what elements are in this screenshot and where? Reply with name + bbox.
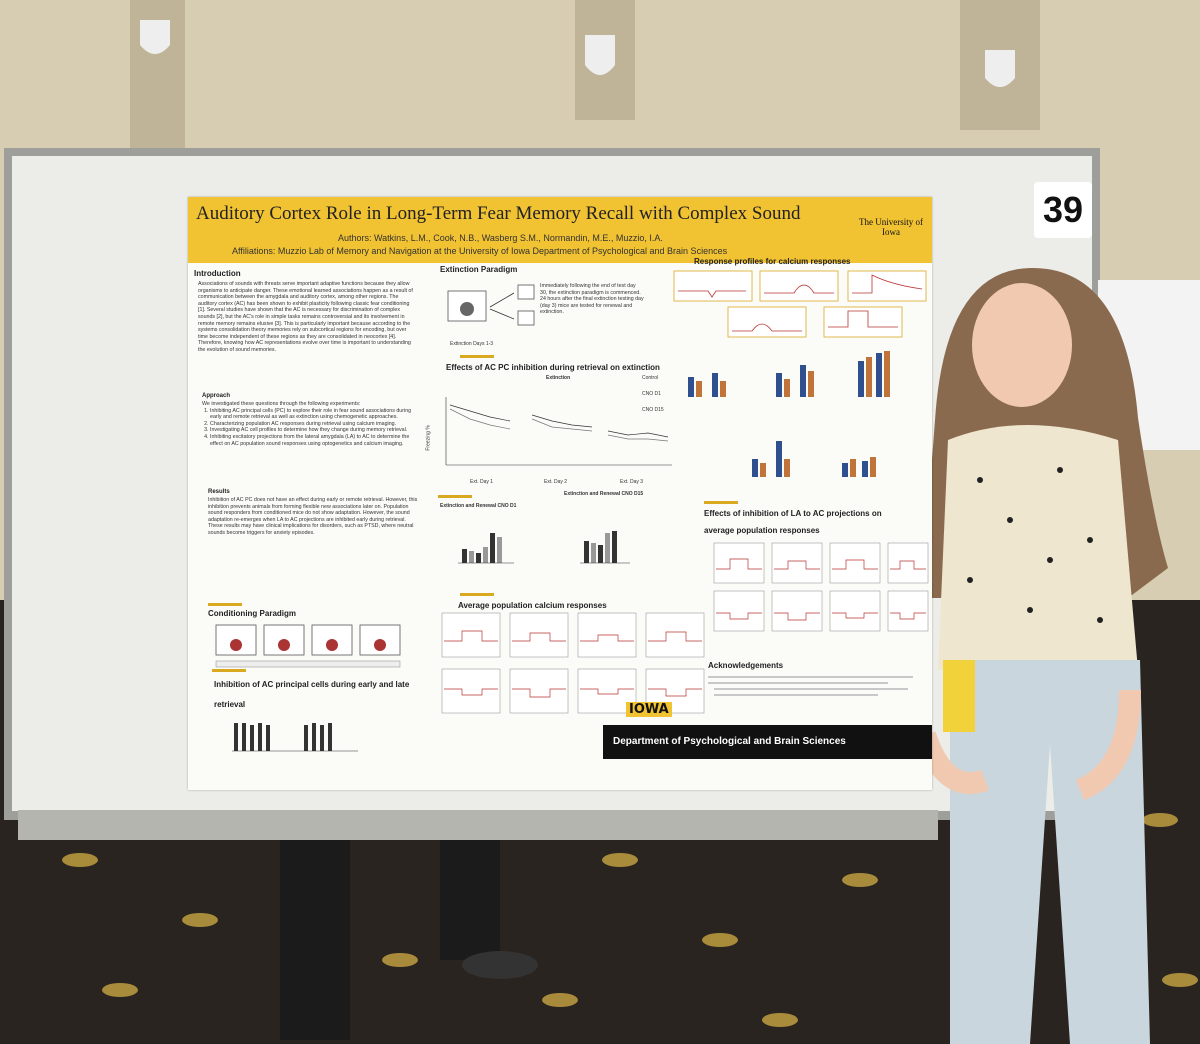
shield xyxy=(585,35,615,75)
la-traces xyxy=(713,542,929,632)
acknowledgement-lines xyxy=(708,676,913,696)
divider xyxy=(460,593,494,596)
badge xyxy=(943,660,975,732)
shoe xyxy=(462,951,538,979)
conditioning-figure xyxy=(215,624,401,668)
heading: Conditioning Paradigm xyxy=(208,609,296,618)
extinction-chart xyxy=(445,397,672,466)
heading: Effects of inhibition of LA to AC projec… xyxy=(704,509,882,535)
authors: Authors: Watkins, L.M., Cook, N.B., Wasb… xyxy=(338,233,663,243)
heading: Approach xyxy=(202,393,231,399)
list-item: Investigating AC cell profiles to determ… xyxy=(210,427,416,434)
divider xyxy=(212,669,246,672)
heading: Effects of AC PC inhibition during retri… xyxy=(446,363,660,372)
heading: Average population calcium responses xyxy=(458,601,607,610)
approach: We investigated these questions through … xyxy=(202,401,416,447)
chart-title: Extinction and Renewal CNO D1 xyxy=(440,503,517,509)
person-legs xyxy=(280,840,350,1040)
paragraph: Associations of sounds with threats serv… xyxy=(198,281,413,353)
footer: Department of Psychological and Brain Sc… xyxy=(603,725,932,759)
paragraph: Inhibition of AC PC does not have an eff… xyxy=(208,497,418,536)
y-axis-label: Freezing % xyxy=(425,425,432,451)
extinction-figure xyxy=(447,284,535,326)
heading: Results xyxy=(208,489,230,495)
legend-entry: Control xyxy=(642,375,659,381)
figure-label: Extinction Days 1-3 xyxy=(450,341,494,347)
title-banner xyxy=(188,197,932,263)
iowa-logo: IOWA xyxy=(626,702,672,717)
x-axis-label: Ext. Day 1 xyxy=(470,479,494,485)
board-number: 39 xyxy=(1034,182,1092,238)
response-profiles xyxy=(673,270,927,477)
list: Inhibiting AC principal cells (PC) to ex… xyxy=(202,408,416,448)
heading: Inhibition of AC principal cells during … xyxy=(214,680,410,709)
list-item: Characterizing population AC responses d… xyxy=(210,421,416,428)
legend-entry: CNO D15 xyxy=(642,407,664,413)
population-traces xyxy=(441,612,705,714)
heading: Acknowledgements xyxy=(708,661,784,670)
list-item: Inhibiting excitatory projections from t… xyxy=(210,434,416,447)
shield xyxy=(985,50,1015,87)
divider xyxy=(208,603,242,606)
top xyxy=(938,425,1138,670)
x-axis-label: Ext. Day 3 xyxy=(620,479,644,485)
chart-title: Extinction and Renewal CNO D15 xyxy=(564,491,644,497)
x-axis-label: Ext. Day 2 xyxy=(544,479,568,485)
affiliations: Affiliations: Muzzio Lab of Memory and N… xyxy=(232,246,728,256)
paragraph: Immediately following the end of test da… xyxy=(540,283,644,316)
heading: Introduction xyxy=(194,269,241,278)
shield xyxy=(140,20,170,54)
inhibition-figure xyxy=(232,723,358,752)
renewal-charts xyxy=(458,531,630,564)
legend-entry: CNO D1 xyxy=(642,391,661,397)
poster-title: Auditory Cortex Role in Long-Term Fear M… xyxy=(196,203,801,224)
face xyxy=(972,283,1072,407)
person-legs xyxy=(440,840,500,960)
divider xyxy=(704,501,738,504)
heading: Extinction Paradigm xyxy=(440,265,518,274)
jeans xyxy=(950,660,1150,1044)
chart-subtitle: Extinction xyxy=(546,375,571,381)
divider xyxy=(438,495,472,498)
university-logo: The University of Iowa xyxy=(859,217,923,237)
board-tray xyxy=(18,810,938,840)
list-item: Inhibiting AC principal cells (PC) to ex… xyxy=(210,408,416,421)
poster: Auditory Cortex Role in Long-Term Fear M… xyxy=(188,197,932,790)
divider xyxy=(460,355,494,358)
paragraph: We investigated these questions through … xyxy=(202,401,361,407)
top-pattern xyxy=(967,467,1103,623)
department: Department of Psychological and Brain Sc… xyxy=(613,736,846,747)
heading: Response profiles for calcium responses xyxy=(694,257,851,266)
